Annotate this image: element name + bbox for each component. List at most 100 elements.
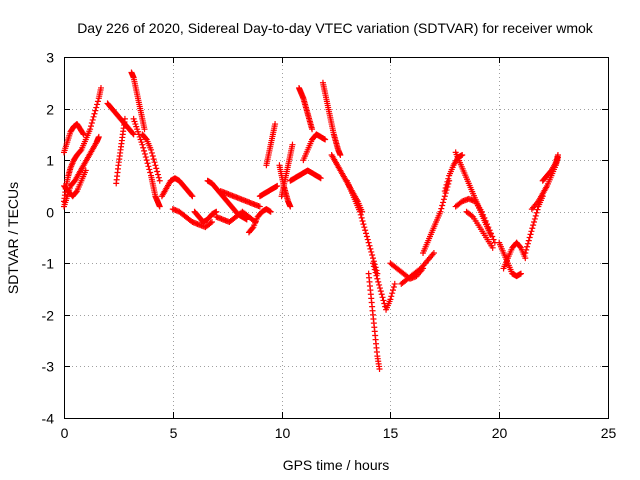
series-arc-37: [500, 239, 529, 272]
data-points: [61, 69, 561, 373]
data-point: [364, 236, 371, 243]
data-point: [380, 297, 387, 304]
x-axis-ticks: 0 5 10 15 20 25: [61, 57, 617, 441]
data-point: [438, 205, 445, 212]
data-point: [360, 221, 367, 228]
series-arc-1: [61, 121, 87, 156]
x-tick-label: 25: [601, 425, 617, 441]
data-point: [150, 156, 157, 163]
data-point: [155, 174, 162, 181]
y-tick-label: -3: [42, 359, 55, 375]
data-point: [95, 133, 102, 140]
data-point: [437, 208, 444, 215]
data-point: [489, 233, 496, 240]
y-tick-label: 1: [46, 153, 54, 169]
data-point: [365, 239, 372, 246]
series-arc-16: [245, 206, 274, 236]
data-point: [143, 157, 150, 164]
data-point: [145, 163, 152, 170]
data-point: [97, 84, 104, 91]
data-point: [523, 246, 530, 253]
series-arc-26: [343, 177, 381, 277]
data-point: [287, 203, 294, 210]
series-arc-22: [296, 84, 316, 133]
series-arc-30: [398, 249, 437, 287]
series-arc-6: [113, 115, 128, 187]
data-point: [256, 203, 263, 210]
data-point: [362, 227, 369, 234]
data-point: [532, 212, 539, 219]
data-point: [486, 227, 493, 234]
data-point: [387, 296, 394, 303]
data-point: [93, 104, 100, 111]
data-point: [142, 154, 149, 161]
data-point: [478, 208, 485, 215]
series-arc-36: [496, 239, 524, 280]
series-arc-12: [191, 208, 220, 226]
series-arc-9: [139, 131, 163, 184]
data-point: [356, 208, 363, 215]
data-point: [440, 199, 447, 206]
series-arc-34: [452, 195, 498, 246]
data-point: [527, 231, 534, 238]
data-point: [94, 101, 101, 108]
data-point: [531, 215, 538, 222]
x-axis-label: GPS time / hours: [283, 457, 390, 473]
data-point: [441, 188, 448, 195]
series-arc-14: [217, 188, 263, 210]
data-point: [139, 141, 146, 148]
data-point: [368, 248, 375, 255]
data-point: [442, 184, 449, 191]
data-point: [363, 230, 370, 237]
data-point: [146, 166, 153, 173]
data-point: [207, 220, 214, 227]
data-point: [77, 147, 84, 154]
series-arc-23: [300, 131, 329, 164]
data-point: [430, 249, 437, 256]
data-point: [369, 252, 376, 259]
data-point: [142, 135, 149, 142]
data-point: [370, 263, 377, 270]
data-point: [121, 115, 128, 122]
y-tick-label: 2: [46, 102, 54, 118]
series-arc-8: [130, 115, 163, 210]
data-point: [522, 249, 529, 256]
series-arc-35: [463, 208, 496, 251]
data-point: [554, 151, 561, 158]
data-point: [317, 175, 324, 182]
series-arc-10: [158, 175, 196, 200]
data-point: [80, 131, 87, 138]
data-point: [156, 177, 163, 184]
y-axis-ticks: -4 -3 -2 -1 0 1 2 3: [42, 50, 608, 427]
data-point: [445, 175, 452, 182]
data-point: [152, 162, 159, 169]
data-point: [155, 171, 162, 178]
data-point: [376, 285, 383, 292]
data-point: [533, 209, 540, 216]
data-point: [490, 236, 497, 243]
data-point: [213, 208, 220, 215]
data-point: [363, 233, 370, 240]
data-point: [378, 291, 385, 298]
data-point: [482, 217, 489, 224]
data-point: [267, 208, 274, 215]
series-arc-18: [263, 121, 279, 169]
data-point: [130, 131, 137, 138]
series-arc-17: [256, 182, 281, 200]
data-point: [391, 280, 398, 287]
series-arc-24: [319, 79, 344, 158]
data-point: [373, 272, 380, 279]
series-arc-29: [387, 260, 427, 282]
data-point: [141, 150, 148, 157]
data-point: [208, 219, 215, 226]
data-point: [87, 126, 94, 133]
series-arc-27: [365, 270, 383, 373]
series-arc-7: [128, 69, 148, 133]
data-point: [390, 287, 397, 294]
data-point: [517, 243, 524, 250]
data-point: [289, 141, 296, 148]
data-point: [92, 107, 99, 114]
series-arc-4: [61, 167, 89, 200]
chart-title: Day 226 of 2020, Sidereal Day-to-day VTE…: [77, 20, 594, 36]
